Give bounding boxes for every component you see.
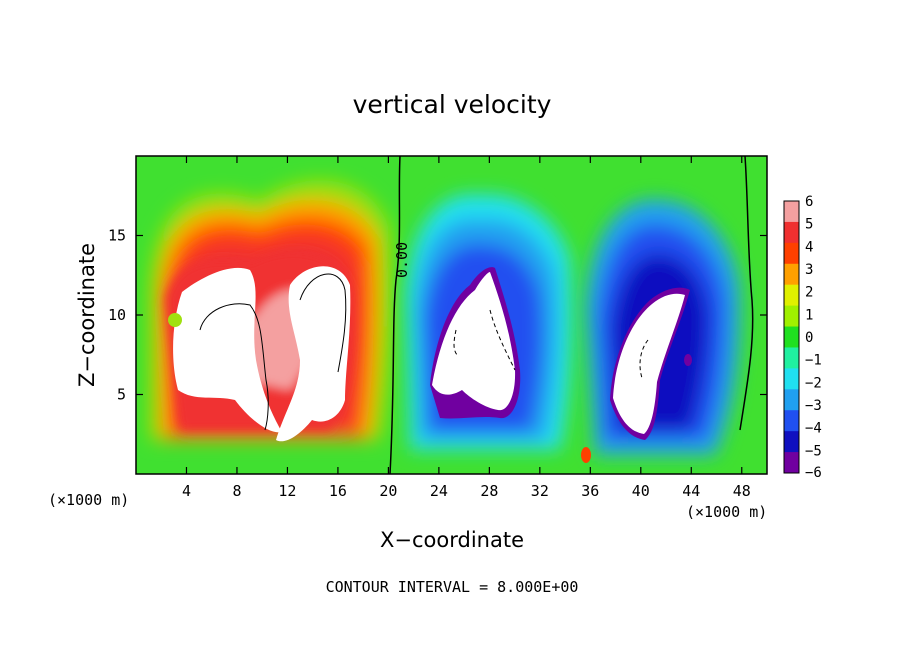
x-axis-label: X−coordinate <box>380 528 524 552</box>
colorbar-swatch <box>784 284 799 307</box>
colorbar-swatch <box>784 347 799 369</box>
colorbar-label: 5 <box>805 217 813 233</box>
contour-interval-note: CONTOUR INTERVAL = 8.000E+00 <box>326 578 579 596</box>
x-tick-label: 16 <box>329 482 347 500</box>
colorbar-swatch <box>784 305 799 328</box>
colorbar-label: 2 <box>805 285 813 301</box>
colorbar-label: −2 <box>805 375 822 391</box>
x-tick-label: 36 <box>581 482 599 500</box>
colorbar-label: 3 <box>805 262 813 278</box>
colorbar-label: 0 <box>805 330 813 346</box>
y-axis: 5 10 15 <box>108 227 767 404</box>
colorbar-swatch <box>784 452 799 474</box>
colorbar-label: −6 <box>805 465 822 481</box>
colorbar-label: 1 <box>805 307 813 323</box>
colorbar-swatch <box>784 389 799 411</box>
x-tick-label: 12 <box>278 482 296 500</box>
colorbar-swatch <box>784 431 799 453</box>
colorbar-label: −1 <box>805 353 822 369</box>
colorbar-frame <box>783 200 800 474</box>
x-tick-label: 44 <box>682 482 700 500</box>
colorbar-swatch <box>784 410 799 432</box>
contour-label: 0.00 <box>393 242 411 278</box>
x-tick-label: 24 <box>430 482 448 500</box>
x-axis: 4 8 12 16 20 24 28 32 36 40 44 48 <box>182 156 751 500</box>
colorbar-swatch <box>784 368 799 390</box>
x-tick-label: 28 <box>480 482 498 500</box>
colorbar-swatch <box>784 242 799 265</box>
colorbar-label: 4 <box>805 239 813 255</box>
heatmap-field <box>136 156 767 474</box>
x-tick-label: 4 <box>182 482 191 500</box>
y-axis-label: Z−coordinate <box>75 243 99 387</box>
colorbar-label: 6 <box>805 194 813 210</box>
chart-title: vertical velocity <box>353 90 552 119</box>
y-tick-label: 5 <box>117 386 126 404</box>
colorbar-label: −5 <box>805 443 822 459</box>
x-tick-label: 20 <box>379 482 397 500</box>
colorbar-swatch <box>784 263 799 286</box>
colorbar-swatch <box>784 326 799 348</box>
x-tick-label: 40 <box>632 482 650 500</box>
x-unit-label-right: (×1000 m) <box>686 503 767 521</box>
y-tick-label: 10 <box>108 306 126 324</box>
colorbar: 6 5 4 3 2 1 0 −1 −2 −3 −4 −5 −6 <box>783 194 822 481</box>
colorbar-swatch <box>784 201 799 223</box>
x-tick-label: 8 <box>232 482 241 500</box>
colorbar-label: −3 <box>805 398 822 414</box>
x-unit-label-left: (×1000 m) <box>48 491 129 509</box>
x-tick-label: 32 <box>531 482 549 500</box>
colorbar-swatch <box>784 221 799 244</box>
x-tick-label: 48 <box>733 482 751 500</box>
colorbar-label: −4 <box>805 421 822 437</box>
y-tick-label: 15 <box>108 227 126 245</box>
